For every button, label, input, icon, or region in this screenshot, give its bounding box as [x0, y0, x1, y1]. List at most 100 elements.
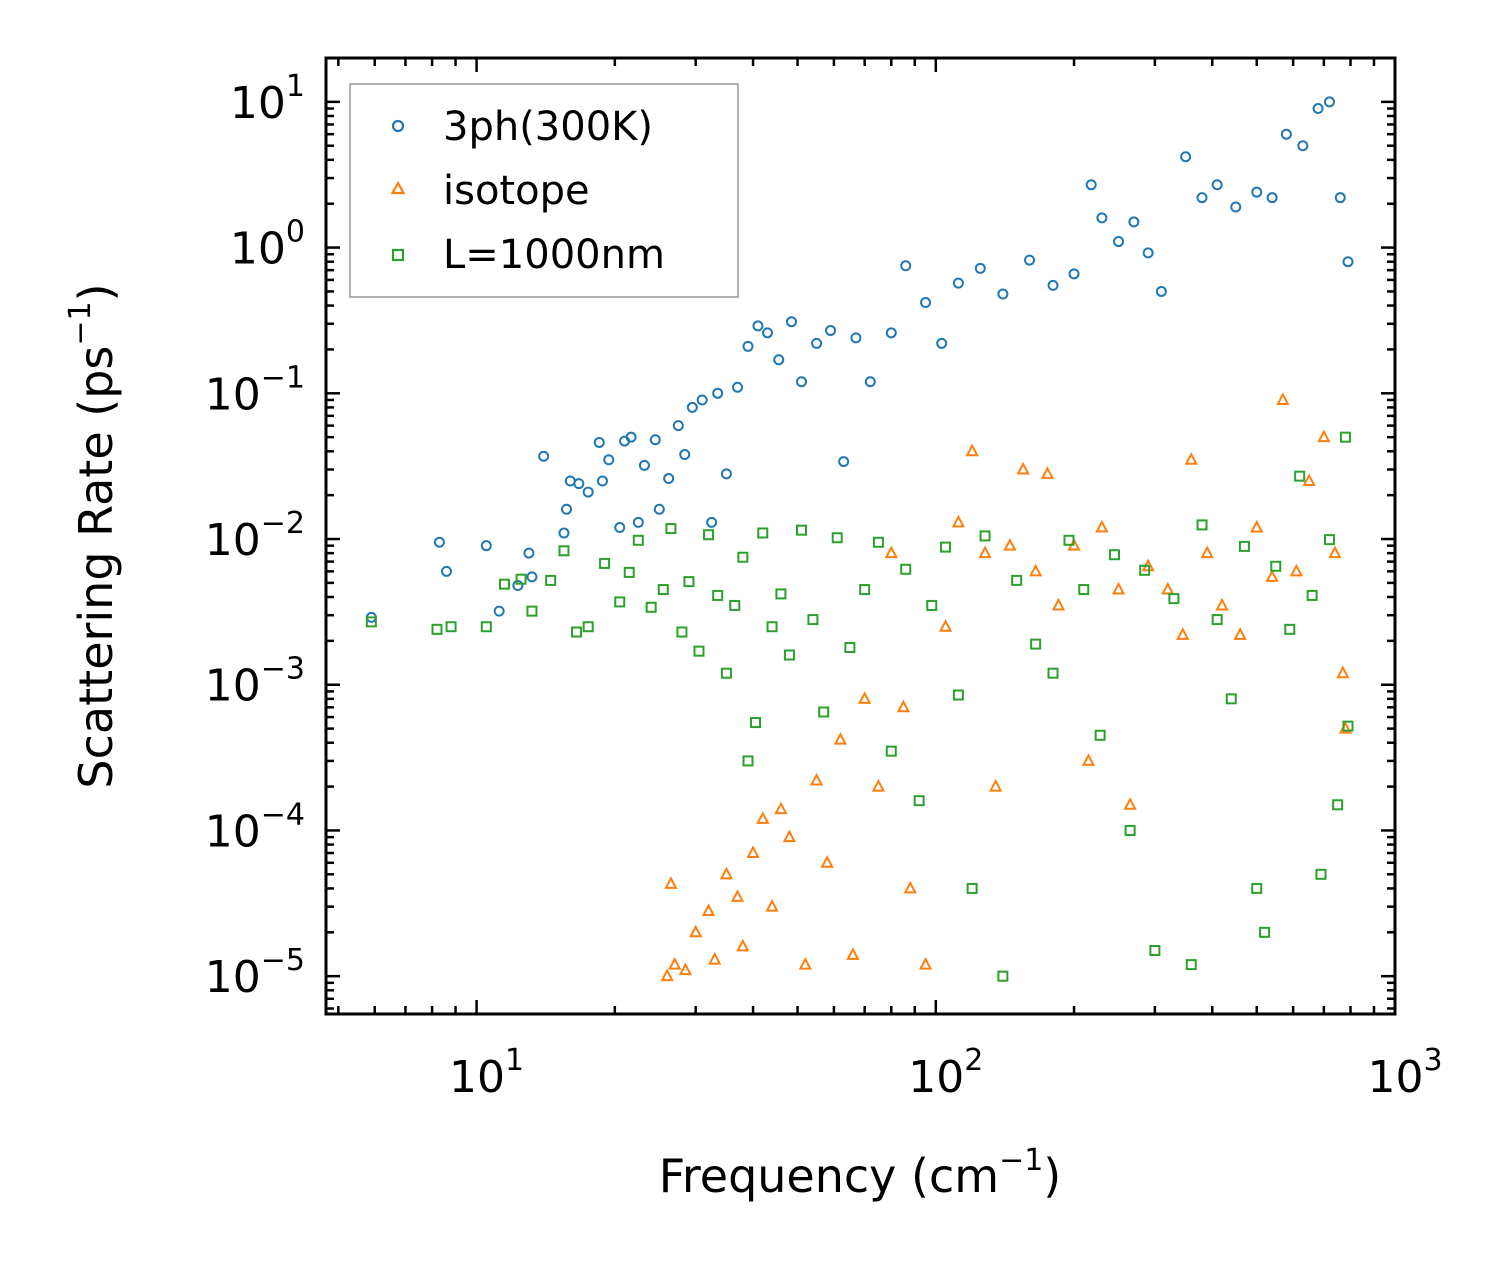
data-point: [1011, 574, 1023, 586]
data-point: [570, 626, 582, 638]
data-point: [712, 589, 724, 601]
data-point: [774, 801, 788, 815]
data-point: [603, 454, 615, 466]
y-tick-label: 10−5: [205, 943, 305, 1003]
x-tick-label: 103: [1367, 1043, 1442, 1103]
data-point: [900, 260, 912, 272]
data-point: [625, 431, 637, 443]
y-axis-title: Scattering Rate (ps−1): [63, 283, 123, 788]
data-point: [599, 557, 611, 569]
data-point: [526, 605, 538, 617]
y-tick-label: 100: [230, 215, 305, 275]
data-point: [757, 527, 769, 539]
data-point: [1040, 466, 1055, 479]
data-point: [573, 478, 585, 490]
data-point: [558, 527, 570, 539]
data-point: [1108, 549, 1120, 561]
data-point: [885, 745, 897, 757]
data-point: [1323, 534, 1335, 546]
data-point: [896, 699, 911, 713]
data-point: [660, 968, 674, 982]
data-point: [498, 578, 510, 590]
data-point: [1111, 581, 1126, 595]
data-point: [1302, 473, 1316, 487]
data-point: [775, 588, 787, 600]
data-point: [1081, 753, 1096, 766]
data-point: [593, 436, 605, 448]
data-point: [1280, 128, 1292, 140]
data-point: [796, 376, 808, 388]
data-point: [782, 829, 797, 843]
data-point: [926, 599, 938, 611]
data-point: [720, 468, 732, 480]
data-point: [820, 855, 834, 868]
data-point: [864, 376, 876, 388]
data-point: [1196, 519, 1208, 531]
data-point: [966, 882, 978, 894]
data-point: [831, 532, 843, 544]
data-point: [632, 534, 644, 546]
data-point: [1323, 96, 1335, 108]
data-point: [1016, 461, 1030, 475]
data-point: [668, 956, 682, 970]
data-point: [1276, 392, 1290, 405]
data-point: [940, 541, 952, 553]
data-point: [1230, 201, 1242, 213]
data-point: [1317, 429, 1331, 443]
data-point: [1124, 824, 1136, 836]
legend-label-l1000nm: L=1000nm: [443, 232, 665, 278]
data-point: [676, 626, 688, 638]
data-point: [737, 551, 749, 563]
data-point: [1003, 538, 1017, 551]
data-point: [1047, 279, 1059, 291]
data-point: [1149, 945, 1161, 957]
data-point: [752, 320, 764, 332]
data-point: [1312, 103, 1324, 115]
data-point: [703, 529, 715, 541]
data-point: [365, 616, 377, 628]
data-point: [1196, 192, 1208, 204]
data-point: [756, 811, 770, 824]
data-point: [515, 573, 527, 585]
data-point: [974, 262, 986, 274]
data-point: [1068, 268, 1080, 280]
legend-frame: [349, 83, 739, 298]
data-point: [825, 324, 837, 336]
data-point: [431, 623, 443, 635]
data-point: [582, 621, 594, 633]
data-point: [938, 619, 953, 632]
data-point: [596, 475, 608, 487]
data-point: [746, 845, 760, 859]
data-point: [859, 584, 871, 596]
data-point: [1024, 254, 1036, 266]
data-point: [1142, 247, 1154, 259]
data-point: [965, 443, 979, 457]
legend-marker-3ph: [391, 119, 405, 133]
data-point: [632, 516, 644, 528]
legend-label-3ph: 3ph(300K): [443, 104, 653, 150]
data-point: [1176, 627, 1190, 640]
data-point: [761, 327, 773, 339]
data-point: [720, 667, 732, 679]
x-axis-title: Frequency (cm−1): [659, 1143, 1062, 1203]
data-point: [1051, 597, 1066, 611]
data-point: [701, 903, 716, 917]
data-point: [1161, 581, 1175, 595]
data-point: [649, 434, 661, 446]
data-point: [1139, 564, 1151, 576]
data-point: [1284, 623, 1296, 635]
data-point: [979, 530, 991, 542]
series-triangle: [660, 392, 1353, 982]
data-point: [809, 772, 824, 786]
x-tick-label: 102: [908, 1043, 983, 1103]
data-point: [582, 486, 594, 498]
data-point: [1063, 534, 1075, 546]
y-tick-label: 10−2: [205, 506, 305, 566]
data-point: [719, 866, 734, 880]
data-point: [1211, 179, 1223, 191]
data-point: [1342, 256, 1354, 268]
data-point: [951, 514, 966, 528]
data-point: [1047, 667, 1059, 679]
